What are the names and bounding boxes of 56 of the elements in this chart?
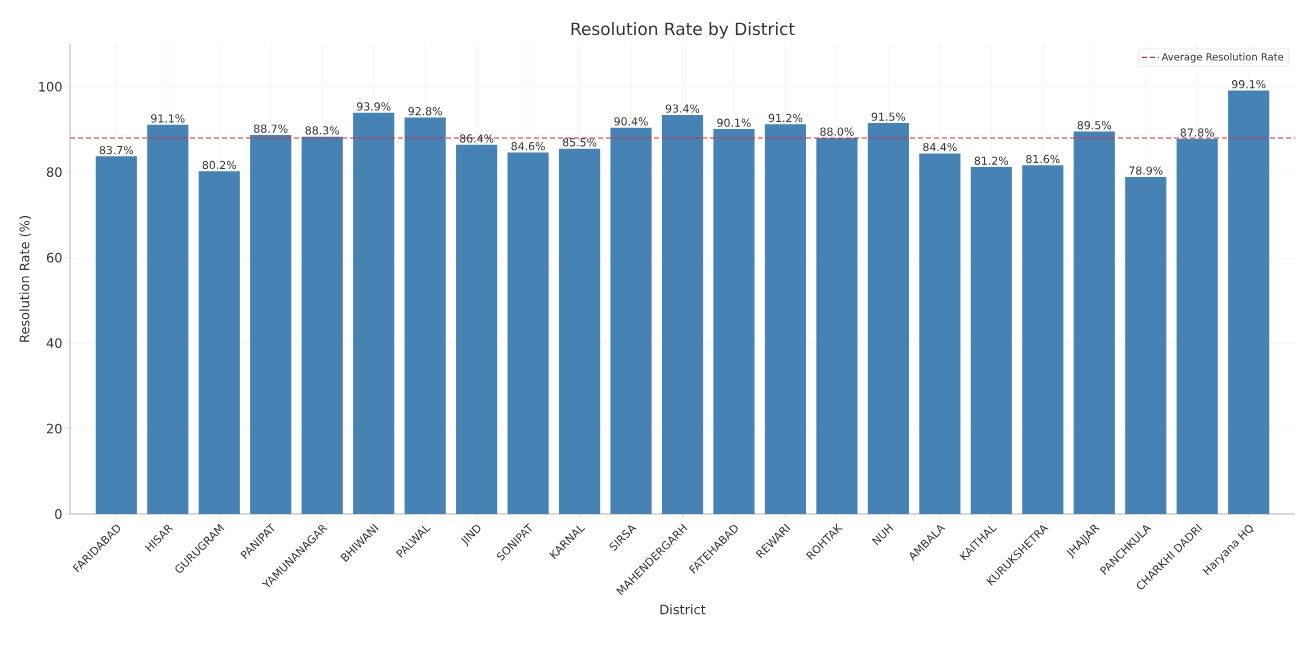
bar — [661, 114, 704, 514]
data-label: 90.4% — [614, 117, 648, 126]
data-label: 93.4% — [665, 104, 700, 113]
bar — [1125, 176, 1167, 514]
y-axis-title: Resolution Rate (%) — [19, 216, 31, 342]
bar — [353, 112, 395, 514]
data-label: 99.1% — [1231, 80, 1266, 89]
y-tick-label: 40 — [46, 338, 62, 348]
data-label: 91.5% — [871, 112, 906, 121]
bar — [198, 171, 240, 514]
bar — [507, 152, 549, 514]
bar — [95, 156, 137, 514]
bar — [1176, 138, 1218, 514]
data-label: 84.6% — [511, 142, 545, 151]
data-label: 85.5% — [562, 138, 597, 147]
data-label: 89.5% — [1077, 121, 1112, 130]
data-label: 83.7% — [99, 145, 134, 155]
data-label: 91.2% — [768, 113, 803, 123]
y-tick-label: 100 — [39, 81, 62, 92]
data-label: 88.7% — [254, 124, 288, 133]
y-tick-label: 80 — [46, 167, 62, 178]
data-label: 81.2% — [974, 156, 1009, 165]
data-label: 87.8% — [1180, 128, 1214, 137]
legend-label: Average Resolution Rate — [1161, 52, 1284, 63]
bar — [610, 127, 652, 514]
y-tick-label: 0 — [55, 509, 62, 519]
data-label: 88.0% — [820, 127, 854, 136]
data-label: 91.1% — [151, 114, 185, 123]
data-label: 92.8% — [408, 107, 442, 116]
bar — [970, 167, 1012, 514]
chart-title: Resolution Rate by District — [571, 22, 795, 39]
data-label: 84.4% — [923, 142, 957, 152]
bar — [250, 135, 292, 514]
y-tick-label: 60 — [46, 252, 62, 263]
bar — [1022, 165, 1064, 514]
bar — [456, 144, 498, 514]
x-axis-title: District — [660, 604, 706, 615]
bar — [558, 148, 601, 514]
bar — [1073, 131, 1115, 514]
bar — [404, 117, 446, 514]
data-label: 80.2% — [202, 160, 237, 170]
bar — [867, 123, 909, 514]
bar — [147, 124, 189, 514]
bar — [1228, 90, 1270, 514]
y-tick-label: 20 — [46, 423, 62, 434]
data-label: 86.4% — [459, 134, 494, 143]
data-label: 90.1% — [717, 118, 751, 127]
bar — [919, 153, 961, 514]
bar — [301, 136, 343, 514]
data-label: 78.9% — [1129, 166, 1163, 175]
bar — [816, 138, 858, 514]
data-label: 93.9% — [356, 102, 391, 111]
data-label: 88.3% — [305, 126, 339, 135]
bar — [713, 129, 755, 514]
data-label: 81.6% — [1026, 154, 1060, 164]
bar — [764, 124, 807, 514]
